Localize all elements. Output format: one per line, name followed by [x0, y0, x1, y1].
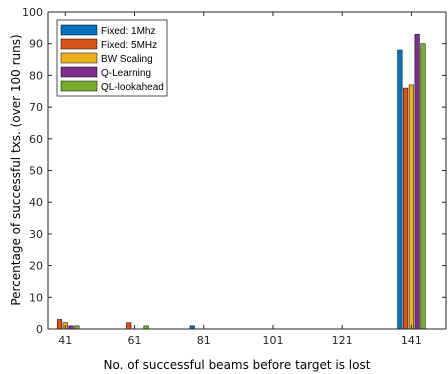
legend: Fixed: 1Mhz Fixed: 5MHz BW Scaling Q-Learni… [56, 19, 168, 97]
bar [126, 322, 132, 330]
x-tick-label: 81 [197, 334, 211, 347]
bar [397, 49, 403, 330]
y-tick-label: 10 [29, 291, 43, 304]
x-tick-label: 141 [401, 334, 422, 347]
bar [408, 84, 414, 330]
y-tick-label: 0 [36, 323, 43, 336]
legend-swatch [60, 38, 98, 50]
y-tick-label: 70 [29, 101, 43, 114]
legend-swatch [60, 66, 98, 78]
y-tick-label: 20 [29, 260, 43, 273]
x-tick-label: 61 [128, 334, 142, 347]
y-tick-label: 50 [29, 165, 43, 178]
x-tick-label: 41 [58, 334, 72, 347]
legend-entry-label: Fixed: 1Mhz [101, 26, 155, 37]
y-tick-label: 60 [29, 133, 43, 146]
legend-swatch [60, 80, 98, 92]
legend-swatch [60, 24, 98, 36]
x-tick-label: 121 [332, 334, 353, 347]
x-tick-label: 101 [262, 334, 283, 347]
legend-swatch [60, 52, 98, 64]
y-tick-label: 80 [29, 69, 43, 82]
y-tick-label: 30 [29, 228, 43, 241]
bar [403, 87, 409, 330]
bar [420, 43, 426, 330]
legend-entry-label: Q-Learning [101, 68, 151, 79]
bar [414, 33, 420, 330]
legend-entry-label: Fixed: 5MHz [101, 40, 157, 51]
legend-entry-label: BW Scaling [101, 54, 153, 65]
legend-entry-label: QL-lookahead [101, 82, 164, 93]
y-tick-label: 90 [29, 38, 43, 51]
ticks-group: 0 10 20 30 40 50 60 70 80 90 100 41 61 81 101 121 141 [22, 6, 446, 347]
x-axis-label: No. of successful beams before target is… [104, 358, 371, 372]
y-tick-label: 40 [29, 196, 43, 209]
bar [56, 319, 63, 330]
y-tick-label: 100 [22, 6, 43, 19]
y-axis-label: Percentage of successful txs. (over 100 … [9, 34, 23, 305]
